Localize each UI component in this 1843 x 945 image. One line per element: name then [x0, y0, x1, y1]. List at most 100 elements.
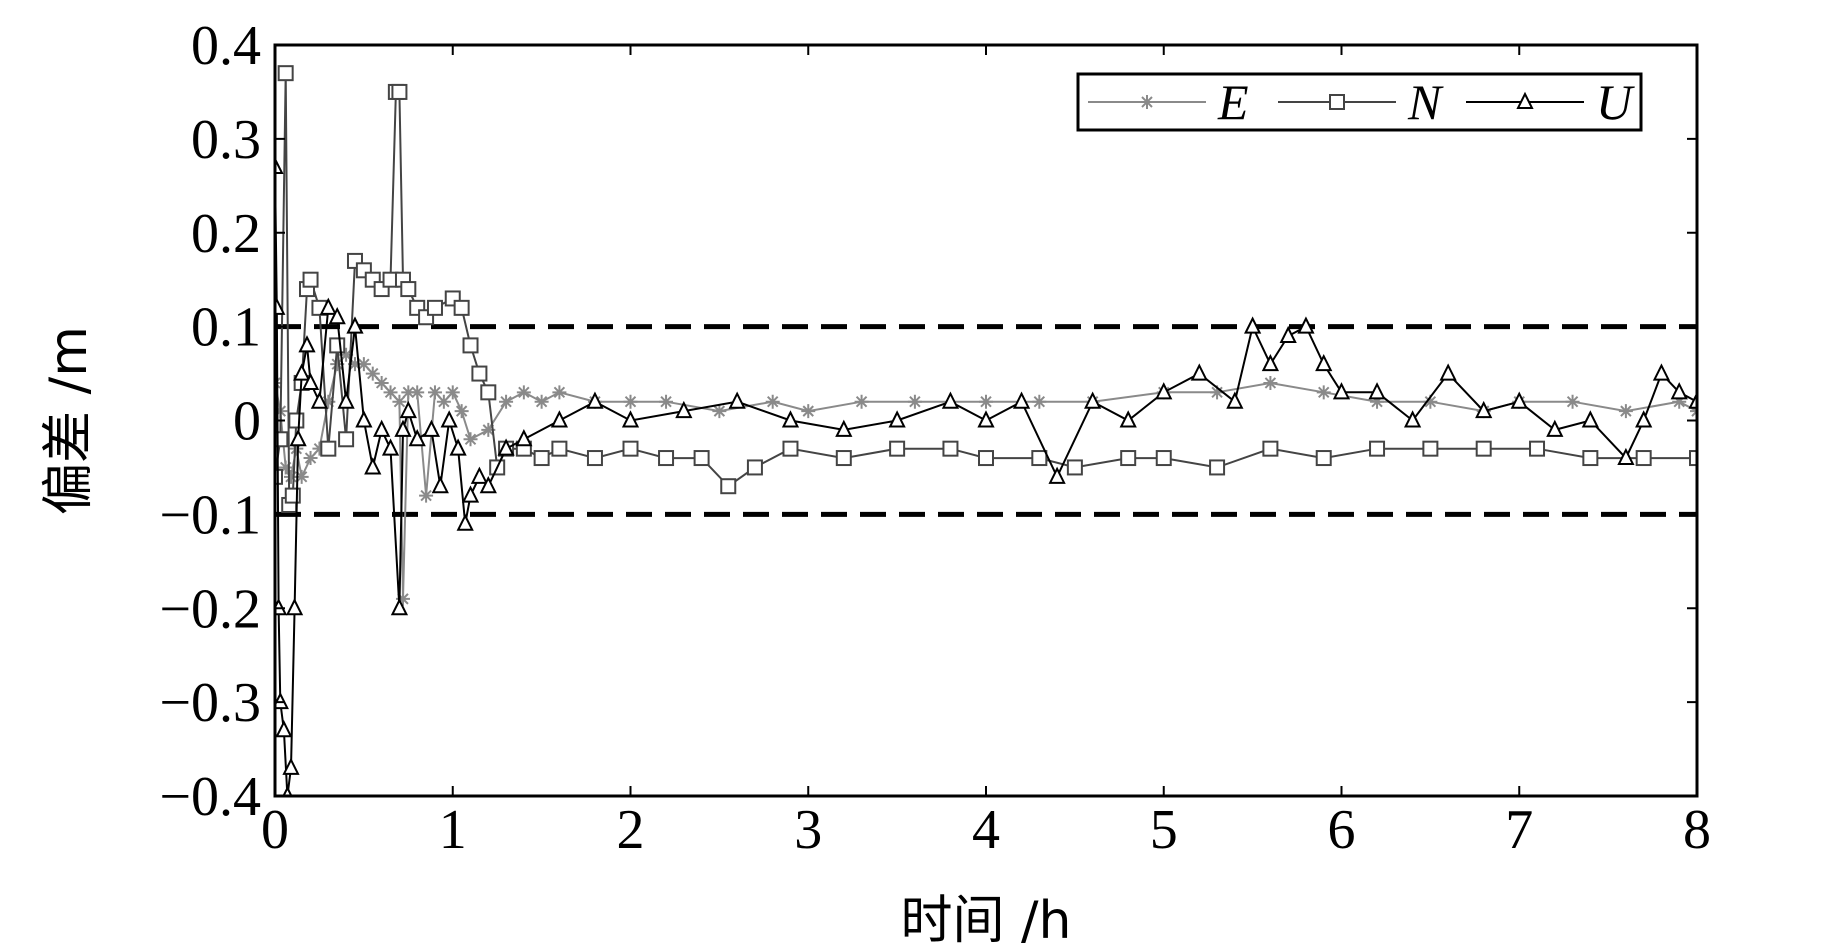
- data-point-E: [623, 394, 638, 409]
- data-point-E: [339, 347, 354, 362]
- data-point-E: [347, 357, 362, 372]
- data-point-U: [282, 757, 300, 775]
- data-point-N: [782, 440, 799, 457]
- data-point-U: [431, 475, 449, 494]
- data-point-N: [720, 478, 737, 495]
- y-tick-label: −0.2: [159, 578, 261, 640]
- data-point-U: [1048, 466, 1066, 484]
- data-point-U: [497, 438, 515, 456]
- data-point-E: [499, 394, 514, 409]
- data-point-N: [889, 440, 906, 457]
- series-layer: [275, 65, 1697, 796]
- y-tick-label: −0.1: [159, 484, 261, 546]
- data-point-U: [1403, 410, 1422, 428]
- series-line-U: [275, 166, 1697, 796]
- data-point-E: [278, 460, 293, 475]
- legend-label-E: E: [1217, 74, 1249, 130]
- legend-label-U: U: [1596, 74, 1635, 130]
- legend-marker-N: [1329, 94, 1345, 110]
- y-axis-title: 偏差 /m: [39, 326, 99, 515]
- data-point-U: [1297, 316, 1315, 334]
- data-point-E: [383, 385, 398, 400]
- data-point-E: [1316, 385, 1331, 400]
- data-point-E: [1263, 375, 1278, 390]
- data-point-U: [550, 410, 569, 428]
- data-point-U: [977, 410, 995, 428]
- data-point-E: [516, 385, 531, 400]
- x-tick-label: 5: [1150, 799, 1178, 861]
- data-point-U: [1190, 363, 1208, 381]
- data-point-U: [1617, 447, 1635, 466]
- data-point-U: [289, 429, 307, 447]
- data-point-U: [621, 410, 640, 428]
- data-point-U: [1635, 410, 1653, 428]
- data-point-E: [1210, 385, 1225, 400]
- data-point-U: [1012, 391, 1031, 409]
- data-point-U: [1315, 353, 1333, 372]
- data-point-U: [1261, 353, 1280, 372]
- legend-label-N: N: [1407, 74, 1444, 130]
- data-point-N: [533, 450, 550, 467]
- data-point-N: [1155, 450, 1172, 467]
- data-point-U: [1652, 363, 1671, 381]
- data-point-N: [1209, 459, 1226, 476]
- data-point-U: [461, 485, 480, 503]
- data-point-U: [449, 438, 467, 456]
- data-point-U: [355, 410, 373, 428]
- data-point-E: [401, 385, 416, 400]
- data-point-U: [1546, 419, 1564, 437]
- x-axis-title: 时间 /h: [900, 891, 1071, 945]
- data-point-N: [622, 440, 639, 457]
- data-point-N: [586, 450, 603, 467]
- axis-ticks: [274, 44, 1698, 797]
- data-point-E: [395, 591, 410, 606]
- data-point-U: [728, 391, 746, 409]
- data-point-U: [1510, 391, 1528, 409]
- series-line-N: [275, 73, 1697, 506]
- y-tick-label: 0: [233, 391, 261, 453]
- data-point-N: [1066, 459, 1083, 476]
- data-point-N: [400, 281, 417, 298]
- data-point-E: [392, 394, 407, 409]
- data-point-U: [1119, 410, 1137, 428]
- y-tick-label: −0.4: [159, 766, 261, 828]
- x-tick-label: 3: [794, 799, 822, 861]
- data-point-U: [394, 419, 412, 437]
- data-point-U: [835, 419, 853, 437]
- y-tick-label: 0.3: [191, 109, 261, 171]
- x-tick-label: 8: [1683, 799, 1711, 861]
- data-point-E: [659, 394, 674, 409]
- data-point-U: [298, 335, 316, 353]
- data-point-U: [479, 475, 497, 494]
- data-point-U: [408, 429, 426, 447]
- data-point-U: [422, 419, 441, 437]
- data-point-U: [1155, 382, 1173, 400]
- data-point-N: [453, 299, 470, 316]
- data-point-U: [373, 419, 391, 437]
- data-point-N: [426, 299, 443, 316]
- data-point-E: [765, 394, 780, 409]
- data-point-E: [312, 441, 327, 456]
- data-point-N: [391, 83, 408, 100]
- data-point-N: [658, 450, 675, 467]
- data-point-E: [365, 366, 380, 381]
- data-point-N: [329, 337, 346, 354]
- data-point-U: [1439, 363, 1457, 381]
- data-point-U: [1332, 382, 1351, 400]
- data-point-N: [302, 271, 319, 288]
- y-tick-label: −0.3: [159, 672, 261, 734]
- data-point-N: [480, 384, 497, 401]
- data-point-N: [551, 440, 568, 457]
- data-point-N: [1635, 450, 1652, 467]
- data-point-E: [294, 469, 309, 484]
- data-point-U: [456, 513, 474, 531]
- data-point-U: [781, 410, 800, 428]
- data-point-N: [320, 440, 337, 457]
- data-point-N: [1475, 440, 1492, 457]
- data-point-E: [321, 394, 336, 409]
- data-point-U: [293, 363, 311, 381]
- data-point-U: [275, 720, 293, 738]
- data-point-E: [356, 357, 371, 372]
- data-point-U: [586, 391, 604, 409]
- data-point-U: [390, 598, 409, 616]
